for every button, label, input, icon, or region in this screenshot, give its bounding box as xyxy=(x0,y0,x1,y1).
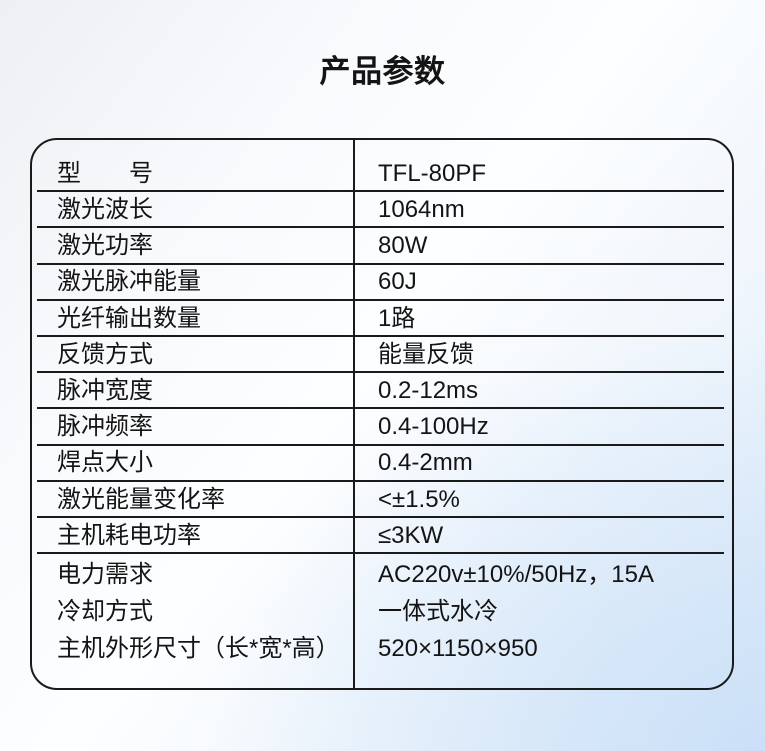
spec-row: 冷却方式 一体式水冷 xyxy=(32,594,732,631)
spec-value: ≤3KW xyxy=(378,521,444,549)
spec-value: 1路 xyxy=(378,304,416,332)
spec-value: AC220v±10%/50Hz，15A xyxy=(378,561,654,589)
spec-label: 激光能量变化率 xyxy=(57,485,225,513)
spec-value: 60J xyxy=(378,268,417,296)
spec-label: 激光脉冲能量 xyxy=(57,268,201,296)
spec-label: 激光波长 xyxy=(57,196,153,224)
spec-label: 光纤输出数量 xyxy=(57,304,201,332)
spec-label: 焊点大小 xyxy=(57,449,153,477)
spec-label: 脉冲宽度 xyxy=(57,377,153,405)
spec-value: 一体式水冷 xyxy=(378,598,498,626)
column-divider-line xyxy=(353,140,355,688)
spec-row: 激光能量变化率 <±1.5% xyxy=(32,482,732,519)
spec-row: 激光功率 80W xyxy=(32,228,732,265)
spec-label: 主机耗电功率 xyxy=(57,521,201,549)
spec-value: <±1.5% xyxy=(378,485,460,513)
spec-row: 焊点大小 0.4-2mm xyxy=(32,446,732,482)
spec-value: 80W xyxy=(378,232,428,260)
spec-value: 520×1150×950 xyxy=(378,635,538,663)
spec-table: 型 号 TFL-80PF 激光波长 1064nm 激光功率 80W 激光脉冲能量… xyxy=(30,138,734,690)
spec-value: 能量反馈 xyxy=(378,340,474,368)
spec-row: 主机耗电功率 ≤3KW xyxy=(32,518,732,555)
spec-label: 反馈方式 xyxy=(57,340,153,368)
spec-row: 型 号 TFL-80PF xyxy=(32,156,732,193)
spec-row: 主机外形尺寸（长*宽*高） 520×1150×950 xyxy=(32,631,732,668)
spec-rows: 型 号 TFL-80PF 激光波长 1064nm 激光功率 80W 激光脉冲能量… xyxy=(32,140,732,555)
spec-row: 光纤输出数量 1路 xyxy=(32,301,732,338)
spec-label: 电力需求 xyxy=(57,561,153,589)
spec-value: 0.4-100Hz xyxy=(378,413,489,441)
spec-value: 1064nm xyxy=(378,196,465,224)
spec-label: 脉冲频率 xyxy=(57,413,153,441)
spec-footer-rows: 电力需求 AC220v±10%/50Hz，15A 冷却方式 一体式水冷 主机外形… xyxy=(32,554,732,668)
spec-label: 主机外形尺寸（长*宽*高） xyxy=(57,635,340,663)
spec-value: 0.2-12ms xyxy=(378,377,479,405)
page-title: 产品参数 xyxy=(319,54,446,89)
spec-row: 激光脉冲能量 60J xyxy=(32,265,732,301)
spec-row: 电力需求 AC220v±10%/50Hz，15A xyxy=(32,557,732,594)
spec-value: TFL-80PF xyxy=(378,159,487,187)
spec-label: 激光功率 xyxy=(57,232,153,260)
spec-row: 脉冲频率 0.4-100Hz xyxy=(32,409,732,446)
spec-row: 脉冲宽度 0.2-12ms xyxy=(32,373,732,410)
spec-row: 激光波长 1064nm xyxy=(32,192,732,229)
spec-label: 型 号 xyxy=(57,159,153,187)
spec-label: 冷却方式 xyxy=(57,598,153,626)
spec-row: 反馈方式 能量反馈 xyxy=(32,337,732,374)
spec-value: 0.4-2mm xyxy=(378,449,473,477)
